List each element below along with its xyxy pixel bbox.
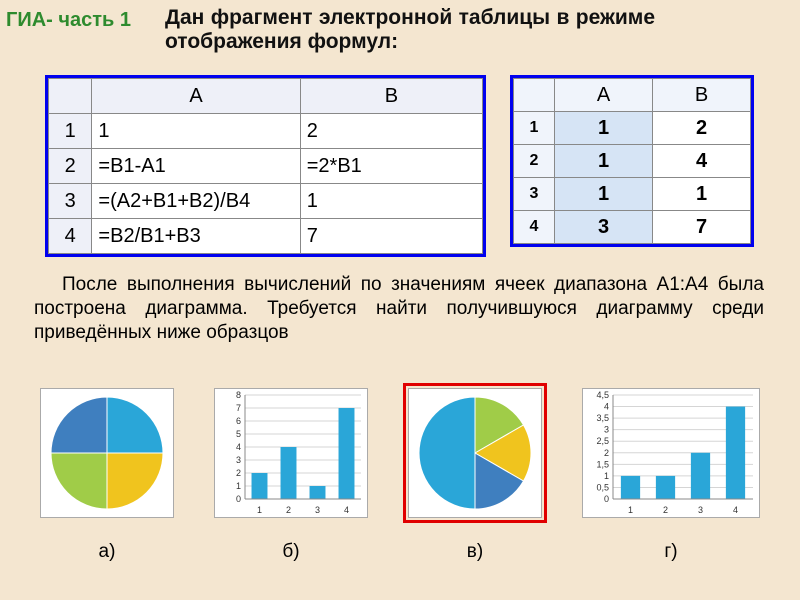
- svg-text:7: 7: [236, 403, 241, 413]
- pie-slice: [107, 397, 163, 453]
- col-header: A: [555, 79, 653, 112]
- bar-chart: 0 1 2 3 4 5 6 7 8 1 2 3 4: [215, 389, 367, 517]
- svg-text:3: 3: [315, 505, 320, 515]
- row-header: 4: [49, 219, 92, 254]
- col-header: B: [300, 79, 482, 114]
- bar: [691, 453, 710, 499]
- row-header: 2: [49, 149, 92, 184]
- col-header: A: [92, 79, 300, 114]
- cell: 7: [653, 211, 751, 244]
- cell: 4: [653, 145, 751, 178]
- question-text: После выполнения вычислений по значениям…: [34, 273, 764, 344]
- svg-text:2: 2: [236, 468, 241, 478]
- row-header: 1: [49, 114, 92, 149]
- bar: [252, 473, 268, 499]
- chart-option[interactable]: а): [40, 388, 174, 563]
- bar: [656, 476, 675, 499]
- chart-frame: [408, 388, 542, 518]
- chart-label: в): [408, 541, 542, 563]
- cell: 3: [555, 211, 653, 244]
- svg-text:2: 2: [663, 505, 668, 515]
- formula-table: AB1122=B1-A1=2*B13=(A2+B1+B2)/B414=B2/B1…: [45, 75, 486, 257]
- page-title: Дан фрагмент электронной таблицы в режим…: [165, 6, 655, 54]
- cell: 2: [300, 114, 482, 149]
- row-header: 1: [514, 112, 555, 145]
- pie-chart: [409, 389, 541, 517]
- cell: 2: [653, 112, 751, 145]
- row-header: 3: [514, 178, 555, 211]
- svg-text:4: 4: [236, 442, 241, 452]
- svg-text:4: 4: [344, 505, 349, 515]
- bar: [281, 447, 297, 499]
- chart-label: а): [40, 541, 174, 563]
- chart-option[interactable]: 0 1 2 3 4 5 6 7 8 1 2 3 4 б): [214, 388, 368, 563]
- cell: 7: [300, 219, 482, 254]
- svg-text:6: 6: [236, 416, 241, 426]
- chart-option[interactable]: 00,511,522,533,544,51234г): [582, 388, 760, 563]
- bar: [310, 486, 326, 499]
- pie-slice: [51, 453, 107, 509]
- chart-frame: 0 1 2 3 4 5 6 7 8 1 2 3 4: [214, 388, 368, 518]
- values-table: AB112214311437: [510, 75, 754, 247]
- row-header: 4: [514, 211, 555, 244]
- svg-text:3: 3: [604, 425, 609, 435]
- svg-text:3: 3: [698, 505, 703, 515]
- header-label: ГИА- часть 1: [6, 8, 131, 32]
- svg-text:3: 3: [236, 455, 241, 465]
- cell: =2*B1: [300, 149, 482, 184]
- chart-frame: 00,511,522,533,544,51234: [582, 388, 760, 518]
- pie-slice: [107, 453, 163, 509]
- svg-text:1: 1: [628, 505, 633, 515]
- svg-text:3,5: 3,5: [596, 413, 609, 423]
- svg-text:4: 4: [733, 505, 738, 515]
- svg-text:1: 1: [236, 481, 241, 491]
- svg-text:2: 2: [604, 448, 609, 458]
- bar: [726, 407, 745, 499]
- cell: =B2/B1+B3: [92, 219, 300, 254]
- chart-label: г): [582, 541, 760, 563]
- svg-text:0: 0: [236, 494, 241, 504]
- bar-chart: 00,511,522,533,544,51234: [583, 389, 759, 517]
- bar: [339, 408, 355, 499]
- row-header: 2: [514, 145, 555, 178]
- svg-text:2: 2: [286, 505, 291, 515]
- svg-text:2,5: 2,5: [596, 436, 609, 446]
- svg-text:1,5: 1,5: [596, 459, 609, 469]
- svg-text:0: 0: [604, 494, 609, 504]
- pie-slice: [51, 397, 107, 453]
- charts-row: а)0123456781234б)в)00,511,522,533,544,51…: [40, 388, 760, 563]
- chart-option[interactable]: в): [408, 388, 542, 563]
- row-header: 3: [49, 184, 92, 219]
- svg-text:8: 8: [236, 390, 241, 400]
- chart-label: б): [214, 541, 368, 563]
- pie-chart: [41, 389, 173, 517]
- col-header: B: [653, 79, 751, 112]
- bar: [621, 476, 640, 499]
- svg-text:4,5: 4,5: [596, 390, 609, 400]
- cell: 1: [92, 114, 300, 149]
- cell: =(A2+B1+B2)/B4: [92, 184, 300, 219]
- cell: =B1-A1: [92, 149, 300, 184]
- chart-frame: [40, 388, 174, 518]
- cell: 1: [555, 112, 653, 145]
- svg-text:4: 4: [604, 402, 609, 412]
- pie-slice: [419, 397, 475, 509]
- svg-text:5: 5: [236, 429, 241, 439]
- cell: 1: [555, 178, 653, 211]
- svg-text:1: 1: [257, 505, 262, 515]
- cell: 1: [653, 178, 751, 211]
- svg-text:0,5: 0,5: [596, 482, 609, 492]
- svg-text:1: 1: [604, 471, 609, 481]
- cell: 1: [555, 145, 653, 178]
- cell: 1: [300, 184, 482, 219]
